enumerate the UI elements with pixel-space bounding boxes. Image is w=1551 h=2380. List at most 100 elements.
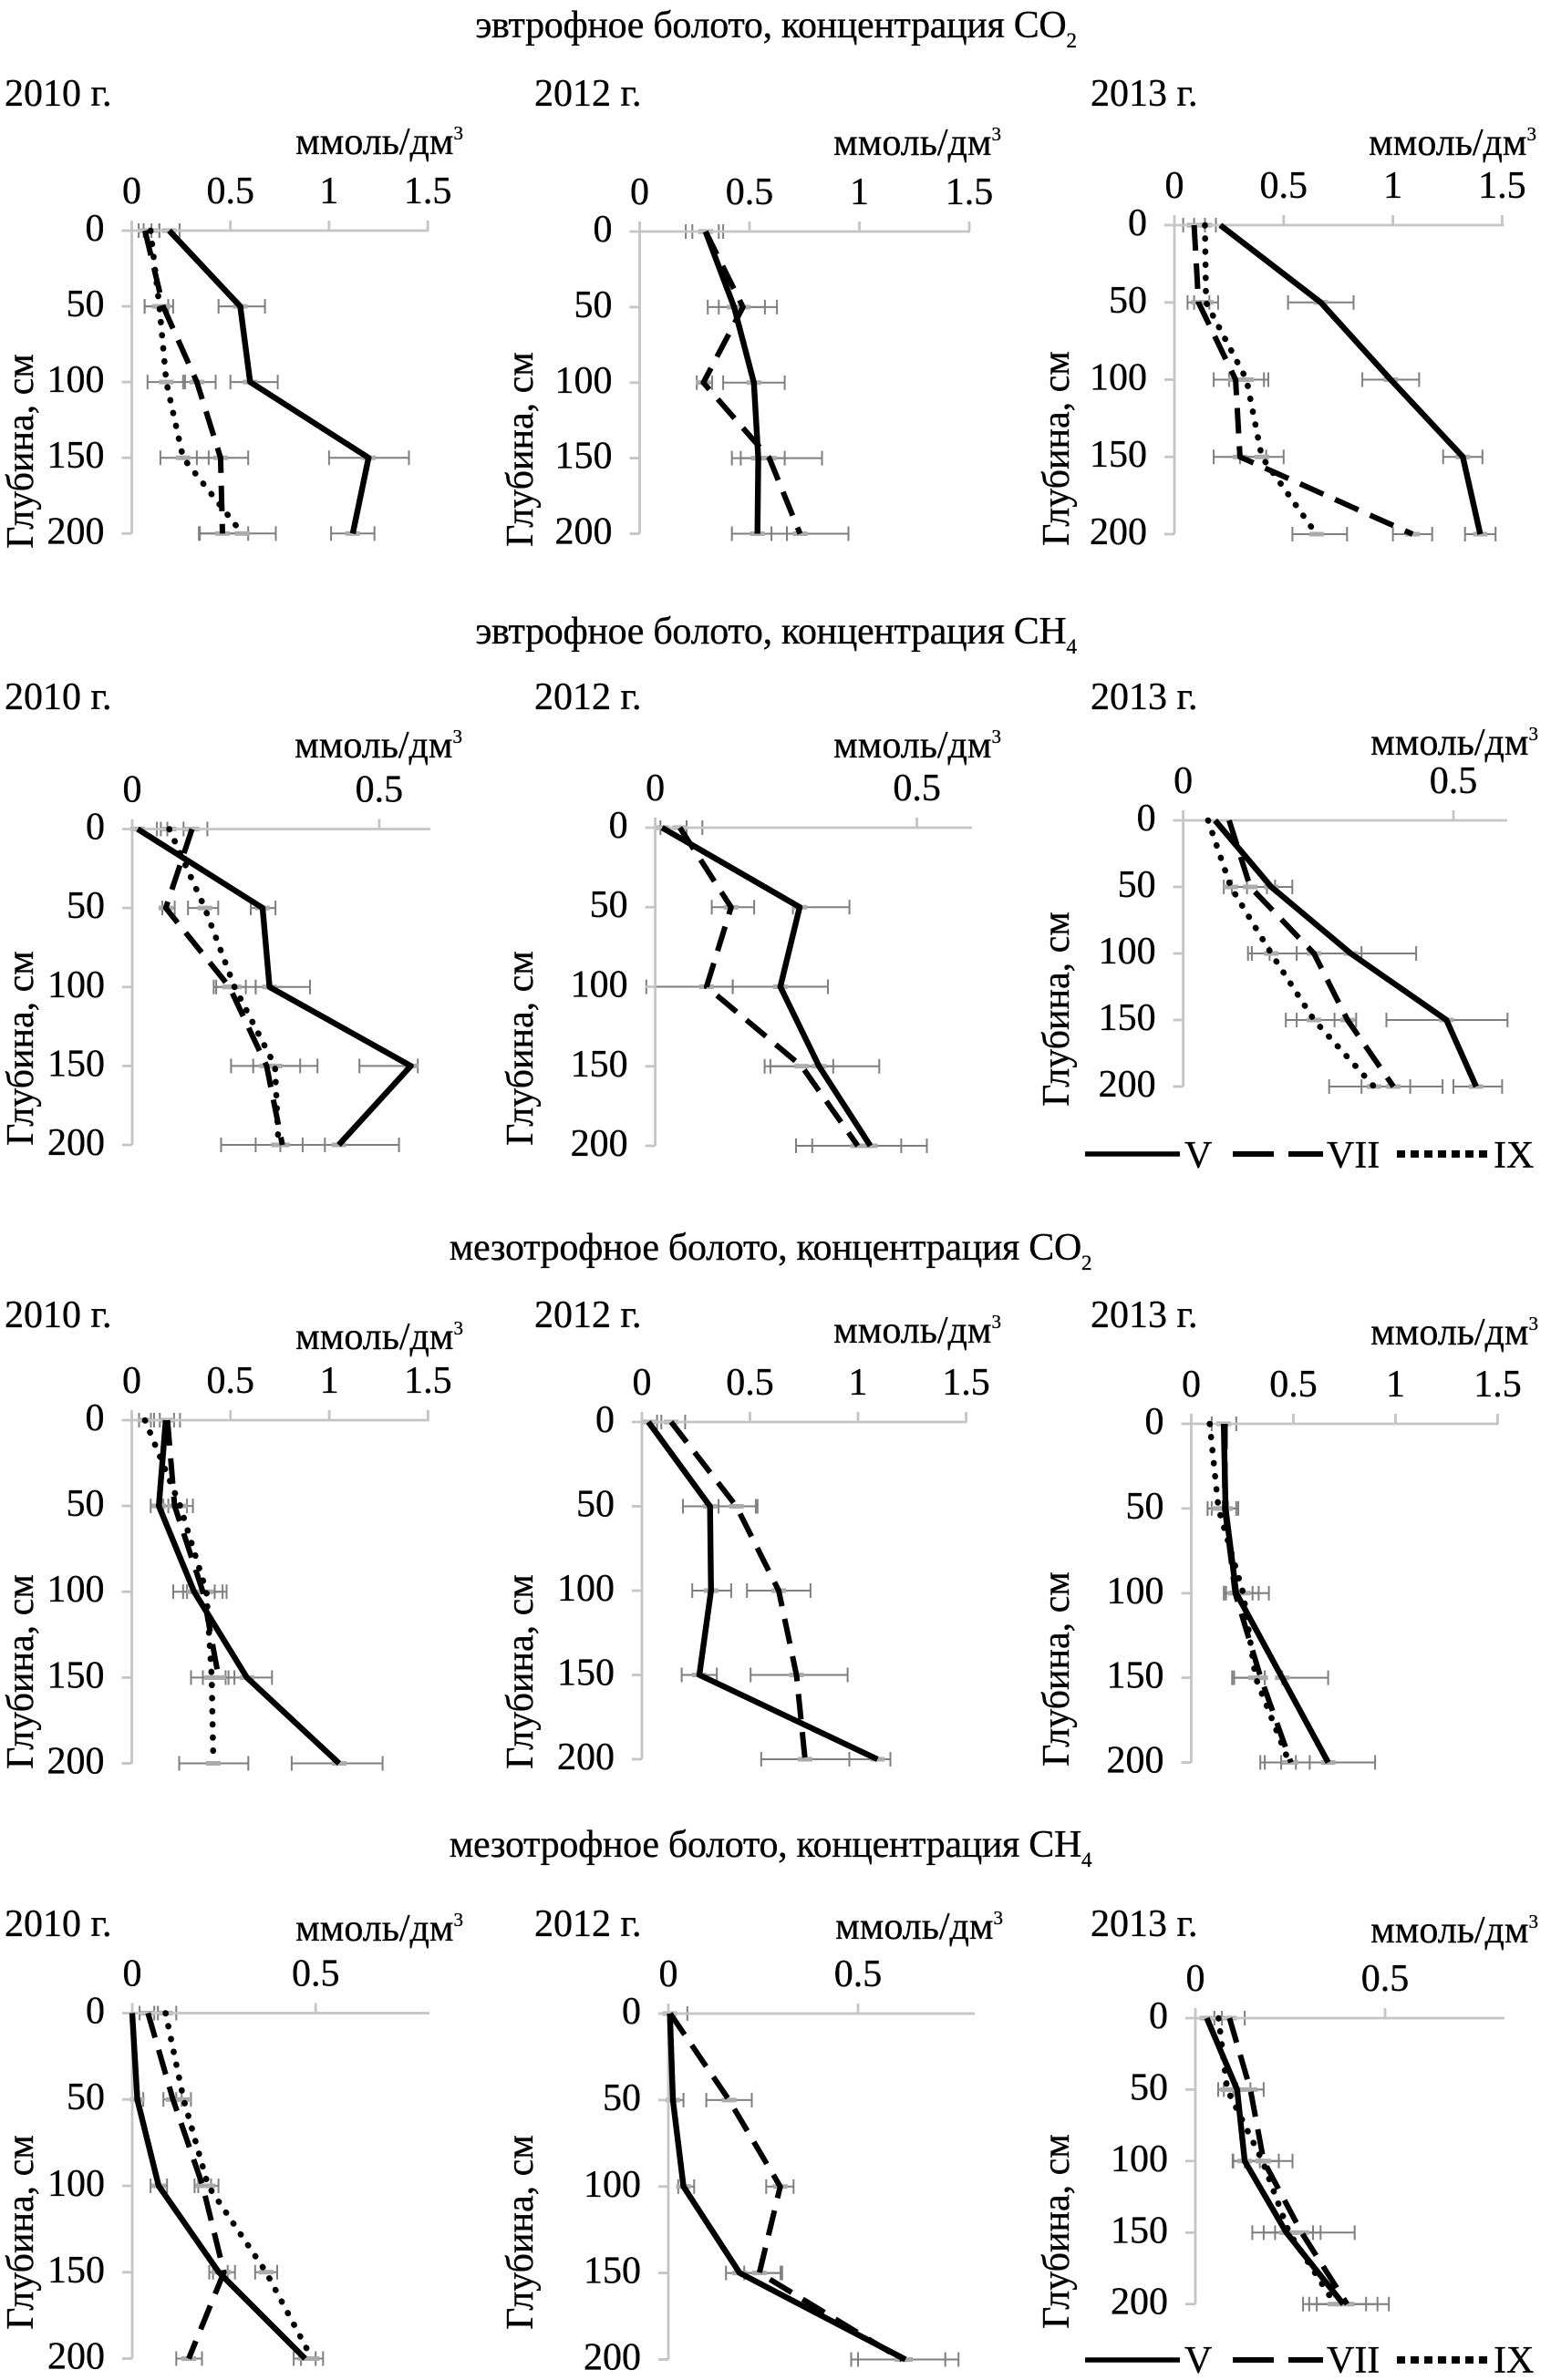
svg-text:150: 150 <box>571 1044 628 1086</box>
svg-text:Глубина, см: Глубина, см <box>0 1574 42 1769</box>
svg-text:50: 50 <box>576 1484 615 1526</box>
svg-text:200: 200 <box>47 1122 105 1164</box>
svg-text:50: 50 <box>67 885 105 927</box>
svg-text:200: 200 <box>47 2336 105 2378</box>
svg-text:2013 г.: 2013 г. <box>1091 1903 1198 1945</box>
svg-text:0: 0 <box>594 209 613 251</box>
svg-text:0: 0 <box>1186 1958 1205 2000</box>
svg-text:1: 1 <box>1386 1364 1405 1406</box>
svg-text:1.5: 1.5 <box>946 171 994 213</box>
svg-text:1: 1 <box>849 1362 868 1404</box>
svg-text:50: 50 <box>67 283 105 325</box>
svg-text:Глубина, см: Глубина, см <box>0 354 42 549</box>
svg-text:0: 0 <box>123 769 142 811</box>
svg-text:100: 100 <box>1111 2138 1168 2180</box>
svg-text:эвтрофное болото, концентрация: эвтрофное болото, концентрация CO2 <box>475 5 1076 52</box>
svg-text:ммоль/дм3: ммоль/дм3 <box>1370 1910 1538 1952</box>
svg-text:0: 0 <box>609 805 628 847</box>
svg-text:100: 100 <box>557 1568 615 1610</box>
svg-text:100: 100 <box>1107 1571 1164 1612</box>
svg-text:0: 0 <box>86 208 105 250</box>
svg-text:0.5: 0.5 <box>1430 760 1478 802</box>
svg-text:0.5: 0.5 <box>292 1953 340 1995</box>
svg-text:1: 1 <box>319 170 338 212</box>
svg-text:Глубина, см: Глубина, см <box>500 1574 542 1769</box>
svg-text:100: 100 <box>584 2164 641 2206</box>
svg-text:200: 200 <box>557 1736 615 1778</box>
svg-text:V: V <box>1184 2340 1212 2380</box>
svg-text:200: 200 <box>1090 511 1147 553</box>
svg-text:0.5: 0.5 <box>726 1362 774 1404</box>
svg-text:ммоль/дм3: ммоль/дм3 <box>295 121 463 163</box>
svg-text:эвтрофное болото, концентрация: эвтрофное болото, концентрация CH4 <box>475 611 1077 658</box>
svg-text:100: 100 <box>555 360 613 402</box>
svg-text:1: 1 <box>850 171 869 213</box>
svg-text:1: 1 <box>1383 165 1402 207</box>
svg-text:1.5: 1.5 <box>1478 165 1526 207</box>
svg-text:0.5: 0.5 <box>726 171 774 213</box>
svg-text:2012 г.: 2012 г. <box>534 1903 642 1945</box>
svg-text:VII: VII <box>1327 1135 1380 1177</box>
svg-text:0.5: 0.5 <box>1260 165 1308 207</box>
svg-text:Глубина, см: Глубина, см <box>1036 1571 1078 1767</box>
svg-text:Глубина, см: Глубина, см <box>1036 351 1078 546</box>
svg-text:150: 150 <box>557 1653 615 1695</box>
svg-text:мезотрофное болото, концентрац: мезотрофное болото, концентрация CO2 <box>450 1227 1091 1274</box>
svg-text:Глубина, см: Глубина, см <box>1036 2134 1078 2329</box>
svg-text:0: 0 <box>86 807 105 849</box>
svg-text:ммоль/дм3: ммоль/дм3 <box>295 1908 463 1950</box>
svg-text:50: 50 <box>1109 280 1147 322</box>
svg-text:100: 100 <box>47 2163 105 2205</box>
svg-text:200: 200 <box>584 2337 641 2379</box>
svg-text:50: 50 <box>1126 1486 1164 1528</box>
svg-text:200: 200 <box>555 511 613 553</box>
svg-text:100: 100 <box>571 964 628 1006</box>
svg-text:0: 0 <box>1182 1364 1201 1406</box>
svg-text:0: 0 <box>1149 1995 1168 2037</box>
svg-text:2010 г.: 2010 г. <box>5 73 112 115</box>
svg-text:50: 50 <box>1118 864 1156 906</box>
svg-text:0: 0 <box>123 1953 142 1995</box>
svg-text:1.5: 1.5 <box>942 1362 990 1404</box>
svg-text:0: 0 <box>630 171 649 213</box>
svg-text:50: 50 <box>67 1483 105 1525</box>
svg-text:200: 200 <box>47 510 105 552</box>
svg-text:150: 150 <box>555 436 613 478</box>
svg-text:100: 100 <box>1090 357 1147 399</box>
svg-text:0: 0 <box>595 1399 615 1441</box>
svg-text:0: 0 <box>1137 798 1156 840</box>
svg-text:ммоль/дм3: ммоль/дм3 <box>833 1310 1001 1352</box>
svg-text:150: 150 <box>47 2250 105 2292</box>
svg-text:0.5: 0.5 <box>834 1953 883 1995</box>
svg-text:0.5: 0.5 <box>356 769 404 811</box>
svg-text:2010 г.: 2010 г. <box>5 1903 112 1945</box>
svg-text:ммоль/дм3: ммоль/дм3 <box>833 725 1001 767</box>
svg-text:мезотрофное болото, концентрац: мезотрофное болото, концентрация CH4 <box>450 1824 1092 1871</box>
svg-text:2010 г.: 2010 г. <box>5 1294 112 1336</box>
svg-text:0.5: 0.5 <box>206 170 254 212</box>
svg-text:150: 150 <box>1099 997 1156 1039</box>
svg-text:2012 г.: 2012 г. <box>534 676 642 718</box>
svg-text:200: 200 <box>1099 1064 1156 1106</box>
svg-text:150: 150 <box>1107 1655 1164 1697</box>
svg-text:1.5: 1.5 <box>1473 1364 1522 1406</box>
svg-text:0: 0 <box>1174 760 1193 802</box>
svg-text:200: 200 <box>1111 2282 1168 2323</box>
svg-text:1: 1 <box>320 1360 339 1402</box>
svg-text:1.5: 1.5 <box>404 170 452 212</box>
svg-text:V: V <box>1184 1135 1212 1177</box>
svg-text:100: 100 <box>1099 931 1156 973</box>
svg-text:100: 100 <box>47 1569 105 1611</box>
svg-text:50: 50 <box>603 2077 641 2119</box>
svg-text:50: 50 <box>67 2076 105 2118</box>
svg-text:2013 г.: 2013 г. <box>1091 1294 1198 1336</box>
svg-text:ммоль/дм3: ммоль/дм3 <box>1370 1312 1538 1354</box>
svg-text:2010 г.: 2010 г. <box>5 676 112 718</box>
svg-text:Глубина, см: Глубина, см <box>0 2135 42 2330</box>
svg-text:200: 200 <box>571 1123 628 1165</box>
svg-text:0: 0 <box>122 1360 141 1402</box>
svg-text:IX: IX <box>1494 2340 1534 2380</box>
svg-text:50: 50 <box>574 284 613 326</box>
svg-text:50: 50 <box>1130 2066 1168 2108</box>
svg-text:2013 г.: 2013 г. <box>1091 676 1198 718</box>
